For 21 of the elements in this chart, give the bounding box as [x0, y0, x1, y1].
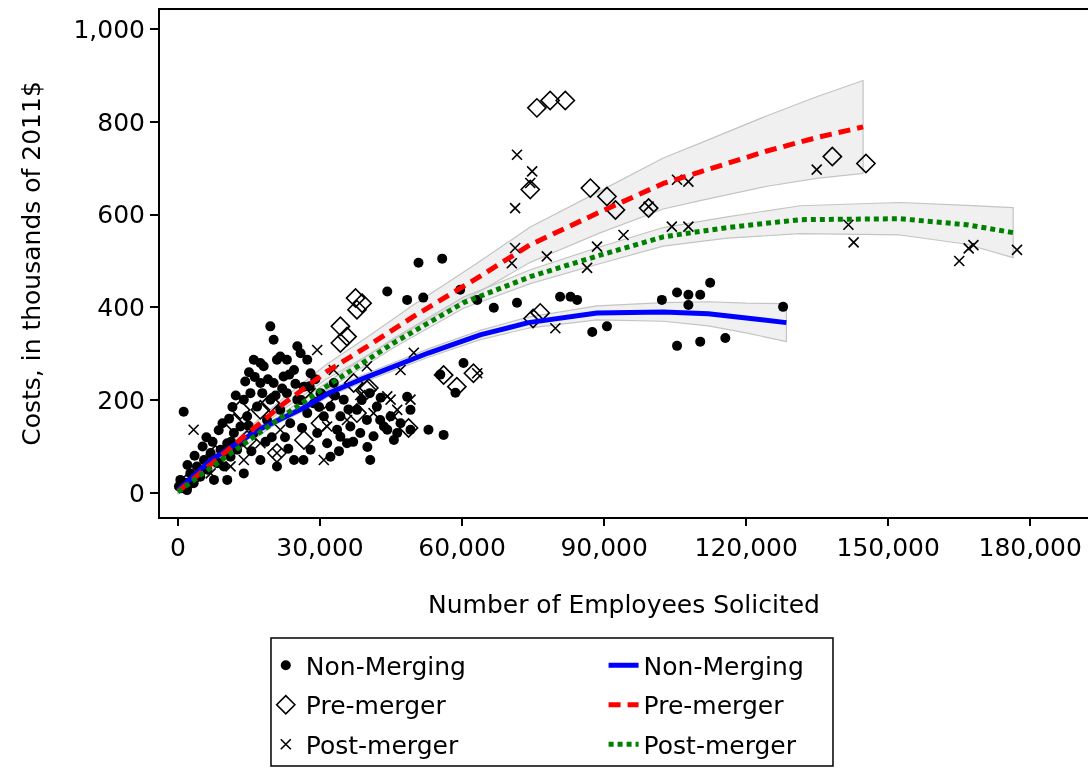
- x-tick-label: 180,000: [978, 533, 1082, 562]
- legend-label: Post-merger: [305, 730, 459, 760]
- legend-label: Non-Merging: [643, 651, 804, 681]
- x-tick-label: 150,000: [836, 533, 940, 562]
- x-tick-label: 60,000: [418, 533, 506, 562]
- y-tick-label: 600: [97, 200, 145, 230]
- legend-label: Pre-merger: [643, 691, 785, 721]
- legend-label: Post-merger: [643, 730, 797, 760]
- y-tick-label: 200: [97, 385, 145, 415]
- y-axis-title: Costs, in thousands of 2011$: [16, 81, 46, 446]
- x-axis-title: Number of Employees Solicited: [427, 589, 821, 619]
- y-tick-label: 400: [97, 293, 145, 323]
- legend-label: Non-Merging: [305, 651, 466, 681]
- x-tick-label: 30,000: [276, 533, 364, 562]
- y-tick-label: 1,000: [73, 14, 145, 44]
- x-tick-label: 90,000: [560, 533, 648, 562]
- x-tick-label: 0: [170, 533, 186, 562]
- x-tick-label: 120,000: [694, 533, 798, 562]
- y-tick-label: 800: [97, 107, 145, 137]
- legend-label: Pre-merger: [305, 691, 447, 721]
- y-tick-label: 0: [129, 478, 145, 508]
